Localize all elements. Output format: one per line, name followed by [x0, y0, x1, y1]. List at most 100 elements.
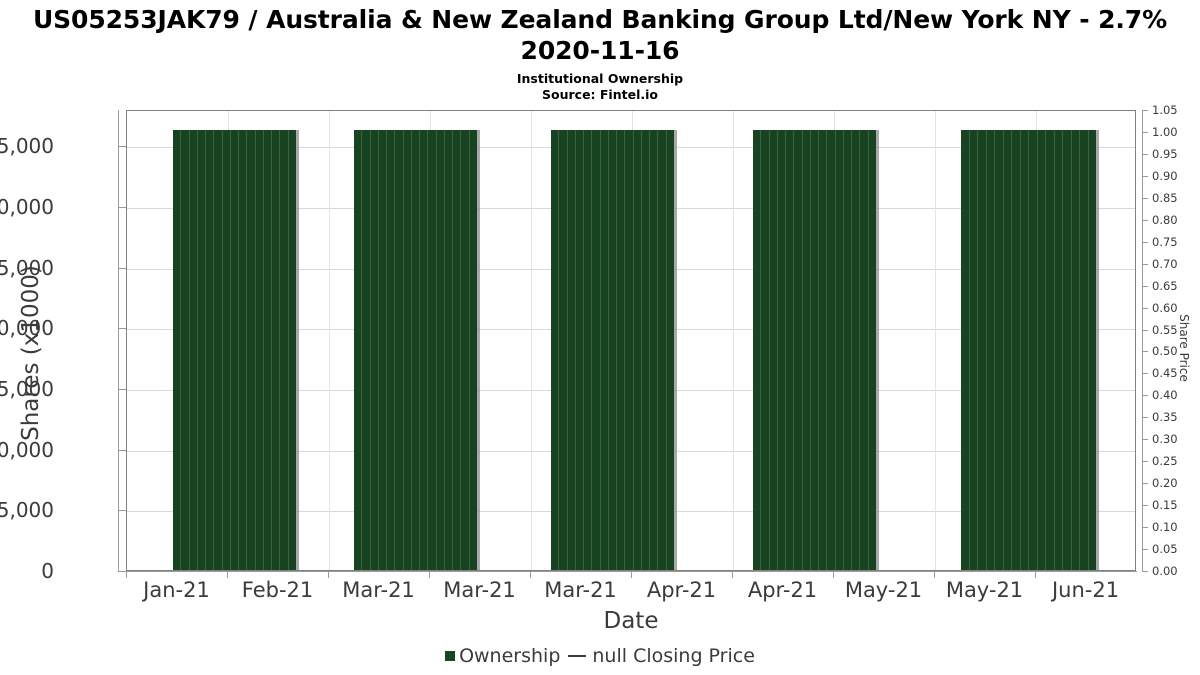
- bar[interactable]: [786, 130, 795, 570]
- bar[interactable]: [1003, 130, 1012, 570]
- bar[interactable]: [453, 130, 462, 570]
- bar[interactable]: [1046, 130, 1055, 570]
- y-axis-right-tick-label: 0.60: [1152, 300, 1178, 315]
- bar[interactable]: [650, 130, 659, 570]
- y-axis-right-tick-mark: [1142, 197, 1148, 199]
- bar[interactable]: [387, 130, 396, 570]
- bar[interactable]: [1071, 130, 1080, 570]
- bar[interactable]: [461, 130, 470, 570]
- bar[interactable]: [559, 130, 568, 570]
- bar[interactable]: [625, 130, 634, 570]
- x-axis-tick-label: Apr-21: [646, 578, 717, 602]
- bar[interactable]: [280, 130, 289, 570]
- bar[interactable]: [769, 130, 778, 570]
- bar[interactable]: [428, 130, 437, 570]
- bar[interactable]: [761, 130, 770, 570]
- title-block: US05253JAK79 / Australia & New Zealand B…: [0, 4, 1200, 103]
- bar[interactable]: [600, 130, 609, 570]
- bar[interactable]: [247, 130, 256, 570]
- bar[interactable]: [222, 130, 231, 570]
- bar[interactable]: [802, 130, 811, 570]
- bar[interactable]: [214, 130, 223, 570]
- bar[interactable]: [567, 130, 576, 570]
- bar[interactable]: [173, 130, 182, 570]
- bar[interactable]: [444, 130, 454, 570]
- bar[interactable]: [288, 130, 296, 570]
- bar[interactable]: [362, 130, 371, 570]
- bar[interactable]: [255, 130, 264, 570]
- x-axis-tick-mark: [429, 571, 430, 578]
- bar[interactable]: [1080, 130, 1089, 570]
- bar[interactable]: [551, 130, 560, 570]
- bar[interactable]: [777, 130, 787, 570]
- bar[interactable]: [843, 130, 853, 570]
- bar-group[interactable]: [961, 130, 1096, 570]
- bar[interactable]: [608, 130, 618, 570]
- bar[interactable]: [436, 130, 445, 570]
- bar[interactable]: [1054, 130, 1063, 570]
- bar[interactable]: [354, 130, 363, 570]
- bar[interactable]: [239, 130, 248, 570]
- bar[interactable]: [794, 130, 803, 570]
- bar[interactable]: [584, 130, 593, 570]
- bar[interactable]: [986, 130, 995, 570]
- bar[interactable]: [206, 130, 215, 570]
- bar[interactable]: [592, 130, 601, 570]
- bar[interactable]: [420, 130, 429, 570]
- bar[interactable]: [1088, 130, 1096, 570]
- y-axis-left-tick-label: 15,000: [0, 377, 54, 402]
- bar[interactable]: [1037, 130, 1046, 570]
- bar[interactable]: [263, 130, 273, 570]
- bar[interactable]: [469, 130, 477, 570]
- bar[interactable]: [835, 130, 844, 570]
- bar[interactable]: [961, 130, 970, 570]
- bar[interactable]: [1012, 130, 1021, 570]
- bar[interactable]: [827, 130, 836, 570]
- bar-group[interactable]: [753, 130, 876, 570]
- y-axis-right-tick-mark: [1142, 373, 1148, 375]
- bar[interactable]: [189, 130, 198, 570]
- bar[interactable]: [378, 130, 388, 570]
- x-axis-tick-label: Mar-21: [443, 578, 516, 602]
- bar[interactable]: [868, 130, 876, 570]
- bar[interactable]: [995, 130, 1004, 570]
- x-axis-title: Date: [603, 608, 659, 634]
- bar[interactable]: [1029, 130, 1038, 570]
- bar[interactable]: [181, 130, 190, 570]
- bar[interactable]: [1020, 130, 1029, 570]
- bar[interactable]: [230, 130, 240, 570]
- bar[interactable]: [395, 130, 404, 570]
- bar-group[interactable]: [173, 130, 296, 570]
- legend-item[interactable]: Ownership: [445, 645, 560, 667]
- bar[interactable]: [666, 130, 674, 570]
- bar[interactable]: [272, 130, 281, 570]
- bar[interactable]: [575, 130, 585, 570]
- bar[interactable]: [819, 130, 828, 570]
- bar[interactable]: [852, 130, 861, 570]
- bar[interactable]: [197, 130, 207, 570]
- bar[interactable]: [370, 130, 379, 570]
- y-axis-right-tick-mark: [1142, 329, 1148, 331]
- bar[interactable]: [658, 130, 667, 570]
- y-axis-left-tick-mark: [118, 146, 126, 148]
- bar[interactable]: [978, 130, 987, 570]
- bar[interactable]: [753, 130, 762, 570]
- bar[interactable]: [810, 130, 820, 570]
- chart-subtitle: Institutional Ownership: [516, 71, 684, 86]
- bar-group[interactable]: [551, 130, 674, 570]
- bar[interactable]: [1063, 130, 1072, 570]
- bar[interactable]: [969, 130, 978, 570]
- bar[interactable]: [633, 130, 642, 570]
- bar[interactable]: [403, 130, 412, 570]
- bar[interactable]: [860, 130, 869, 570]
- bar[interactable]: [411, 130, 421, 570]
- bar-group[interactable]: [354, 130, 477, 570]
- bar[interactable]: [617, 130, 626, 570]
- bar[interactable]: [641, 130, 651, 570]
- legend-item[interactable]: null Closing Price: [562, 645, 755, 667]
- x-axis-tick-mark: [126, 571, 127, 578]
- x-axis-tick-mark: [833, 571, 834, 578]
- x-axis-tick-label: Jan-21: [143, 578, 210, 602]
- legend-square-icon: [445, 651, 456, 661]
- y-axis-right-tick-mark: [1142, 110, 1148, 111]
